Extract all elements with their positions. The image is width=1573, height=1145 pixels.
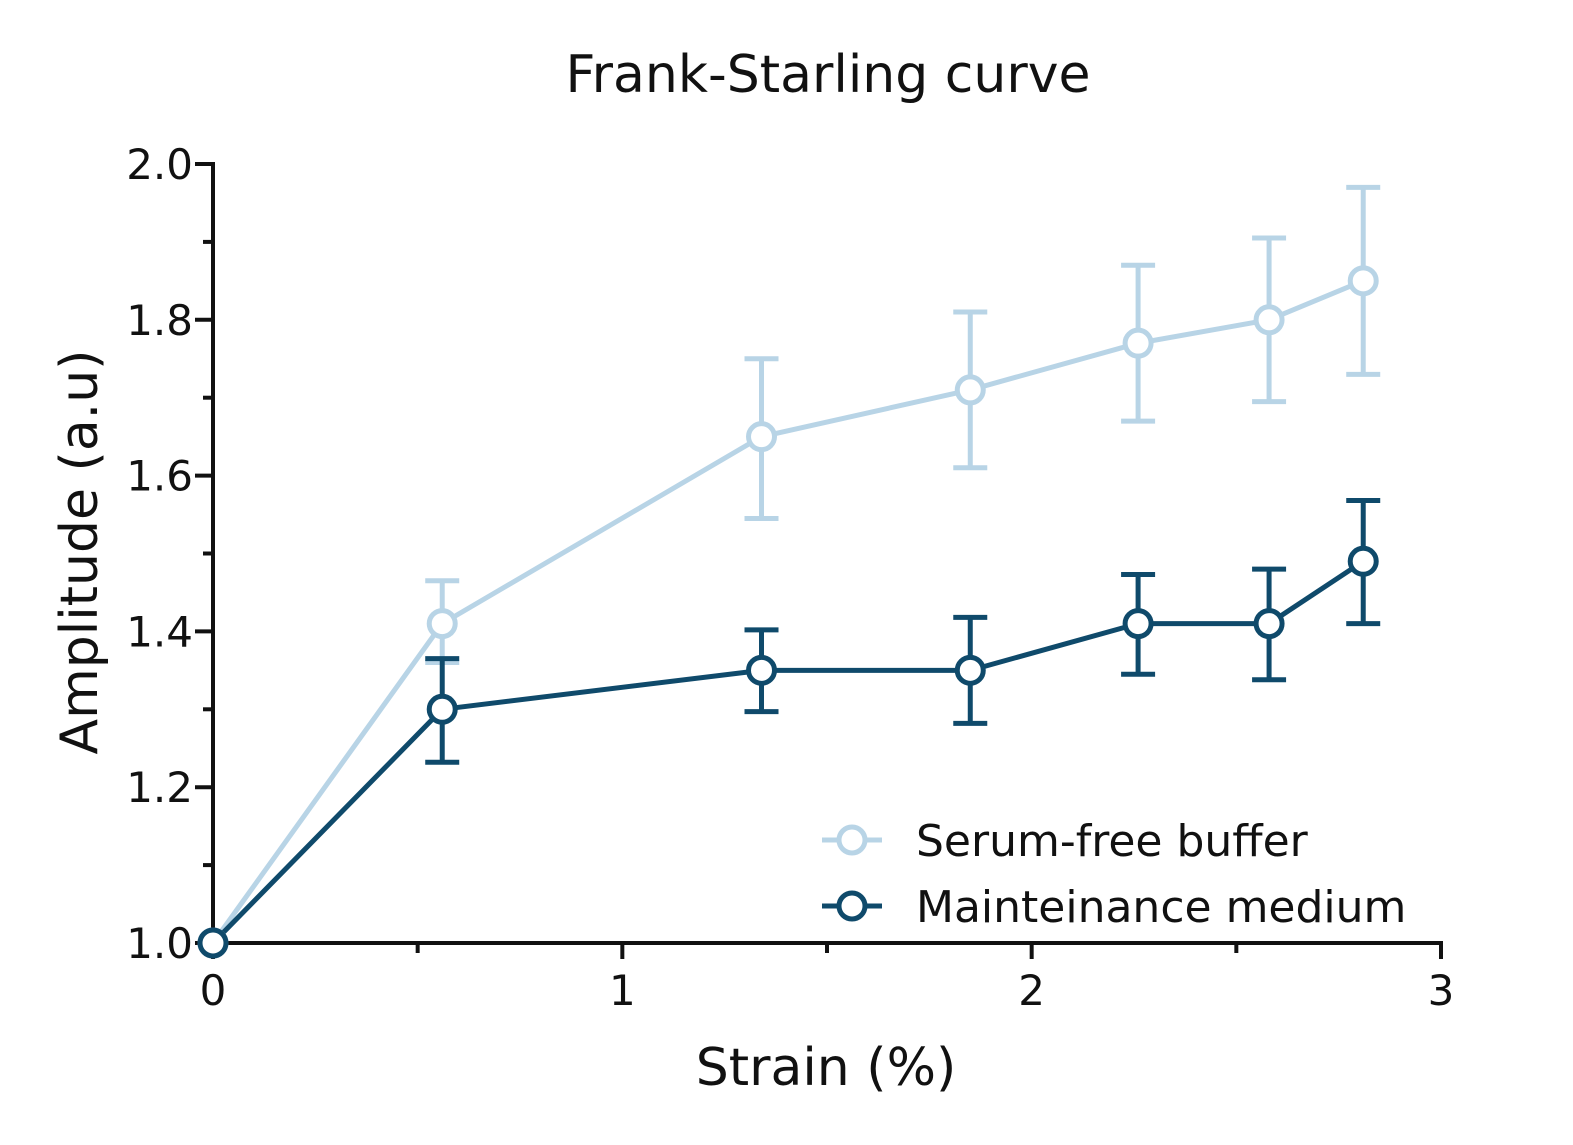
- data-point: [1347, 545, 1379, 577]
- y-tick-label: 1.2: [126, 763, 193, 812]
- legend: Serum-free buffer Mainteinance medium: [822, 816, 1406, 933]
- data-point: [954, 654, 986, 686]
- axes-layer: 1.0 1.2 1.4 1.6 1.8 2.0 0 1 2 3: [126, 140, 1454, 1015]
- x-tick-label: 2: [1018, 966, 1045, 1015]
- chart-title: Frank-Starling curve: [566, 45, 1091, 105]
- x-axis-title: Strain (%): [696, 1038, 957, 1098]
- data-point: [426, 693, 458, 725]
- data-point: [1253, 304, 1285, 336]
- data-point: [746, 421, 778, 453]
- data-point: [426, 608, 458, 640]
- data-point: [1122, 608, 1154, 640]
- data-point: [1347, 265, 1379, 297]
- legend-marker: [836, 890, 868, 922]
- series-markers-1: [197, 545, 1379, 959]
- x-tick-label: 3: [1428, 966, 1455, 1015]
- legend-marker: [836, 824, 868, 856]
- y-tick-label: 1.4: [126, 607, 193, 656]
- x-tick-label: 0: [200, 966, 227, 1015]
- legend-item-0: Serum-free buffer: [822, 816, 1309, 867]
- legend-item-1: Mainteinance medium: [822, 882, 1406, 933]
- y-tick-label: 1.0: [126, 919, 193, 968]
- y-tick-label: 1.8: [126, 296, 193, 345]
- legend-label: Serum-free buffer: [916, 816, 1309, 867]
- y-tick-label: 2.0: [126, 140, 193, 189]
- data-point: [746, 654, 778, 686]
- data-point: [1253, 608, 1285, 640]
- data-point: [954, 374, 986, 406]
- y-tick-label: 1.6: [126, 452, 193, 501]
- x-tick-label: 1: [609, 966, 636, 1015]
- data-point: [1122, 327, 1154, 359]
- data-point: [197, 927, 229, 959]
- series-layer: [197, 184, 1381, 959]
- y-axis-title: Amplitude (a.u): [50, 350, 110, 755]
- series-1: [211, 498, 1381, 945]
- legend-label: Mainteinance medium: [916, 882, 1406, 933]
